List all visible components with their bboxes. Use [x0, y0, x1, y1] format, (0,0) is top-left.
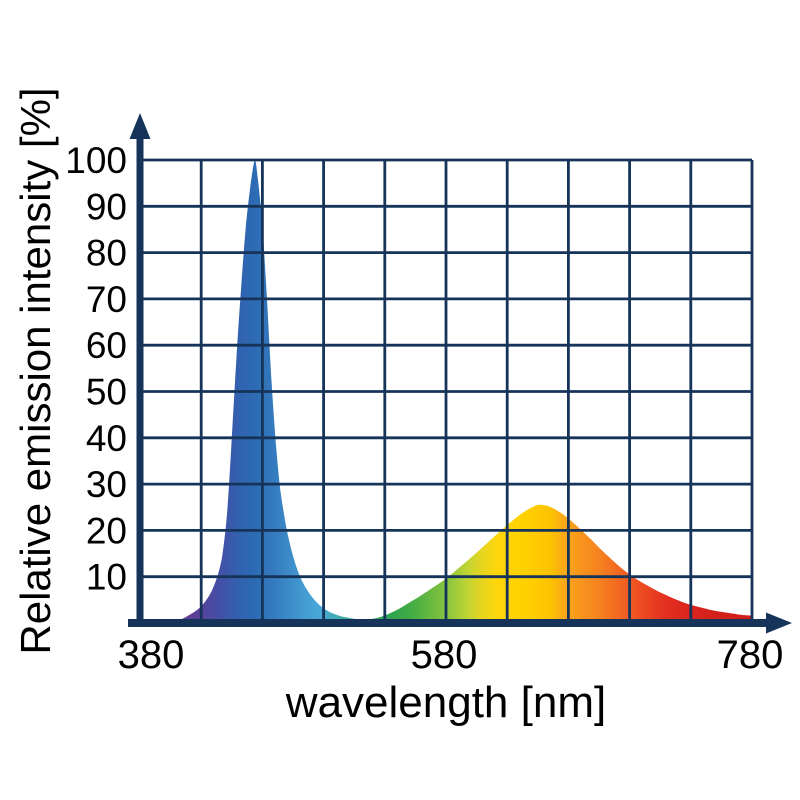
y-tick-label: 20: [86, 510, 127, 551]
x-tick-label: 380: [118, 633, 185, 677]
x-axis-arrowhead: [766, 612, 792, 634]
y-tick-label: 80: [86, 233, 127, 274]
x-tick-label: 580: [411, 633, 478, 677]
y-tick-label: 30: [86, 464, 127, 505]
y-tick-label: 70: [86, 279, 127, 320]
y-tick-label: 40: [86, 418, 127, 459]
y-axis-title: Relative emission intensity [%]: [12, 87, 59, 655]
x-tick-label: 780: [717, 633, 784, 677]
y-tick-label: 90: [86, 186, 127, 227]
y-axis-arrowhead: [129, 113, 151, 139]
x-axis-title: wavelength [nm]: [285, 678, 607, 727]
y-tick-label: 50: [86, 372, 127, 413]
y-tick-label: 100: [65, 140, 127, 181]
y-tick-label: 10: [86, 557, 127, 598]
y-tick-label: 60: [86, 325, 127, 366]
